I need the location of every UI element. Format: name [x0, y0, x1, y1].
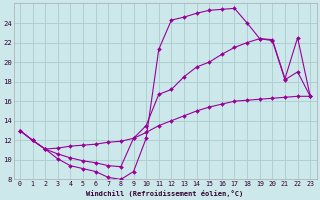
- X-axis label: Windchill (Refroidissement éolien,°C): Windchill (Refroidissement éolien,°C): [86, 190, 244, 197]
